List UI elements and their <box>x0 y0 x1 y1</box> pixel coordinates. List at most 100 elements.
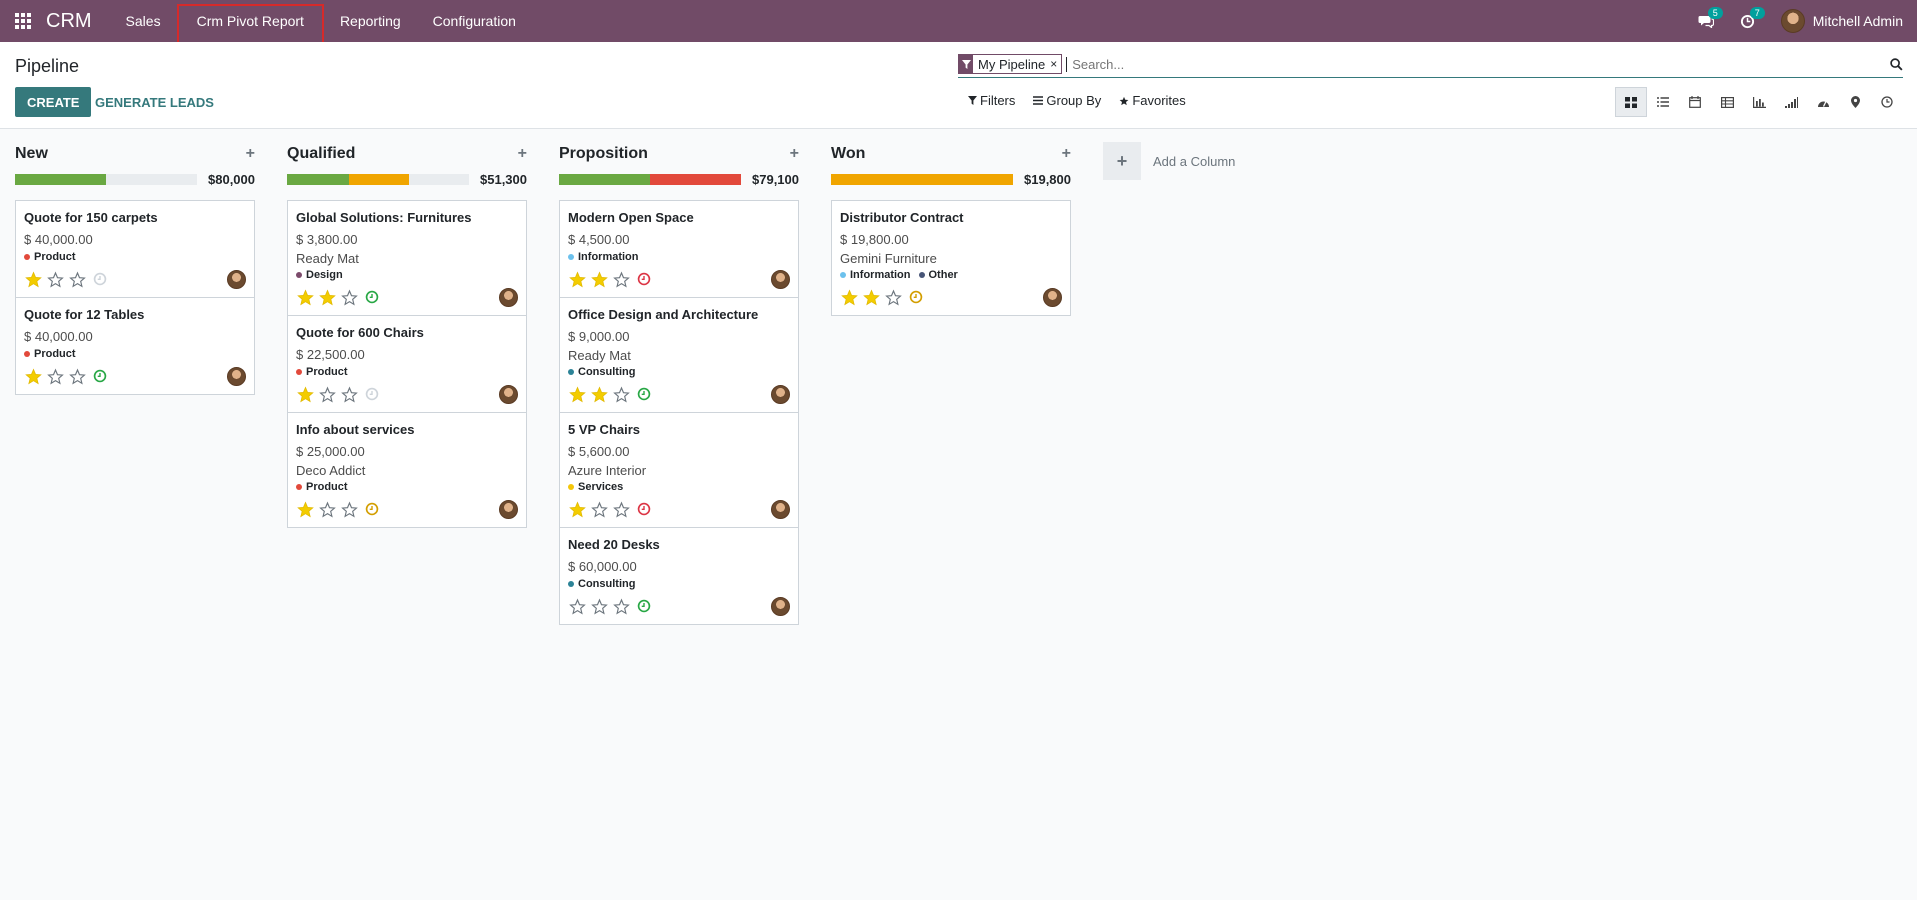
priority-star-icon[interactable] <box>568 270 587 289</box>
kanban-card[interactable]: Modern Open Space $ 4,500.00 Information <box>560 201 798 298</box>
priority-star-icon[interactable] <box>590 500 609 519</box>
add-column-plus-icon[interactable]: + <box>1103 142 1141 180</box>
column-title[interactable]: Won <box>831 145 866 162</box>
activity-clock-icon[interactable] <box>364 502 379 517</box>
priority-star-icon[interactable] <box>46 270 65 289</box>
favorites-button[interactable]: Favorites <box>1119 93 1186 108</box>
search-input[interactable] <box>1066 56 1883 72</box>
kanban-card[interactable]: Need 20 Desks $ 60,000.00 Consulting <box>560 528 798 624</box>
priority-star-icon[interactable] <box>862 288 881 307</box>
menu-configuration[interactable]: Configuration <box>432 13 516 29</box>
priority-star-icon[interactable] <box>590 385 609 404</box>
salesperson-avatar[interactable] <box>227 366 246 386</box>
menu-reporting[interactable]: Reporting <box>339 13 401 29</box>
column-title[interactable]: New <box>15 145 48 162</box>
priority-star-icon[interactable] <box>340 500 359 519</box>
salesperson-avatar[interactable] <box>771 596 790 616</box>
priority-star-icon[interactable] <box>318 500 337 519</box>
salesperson-avatar[interactable] <box>771 499 790 519</box>
priority-star-icon[interactable] <box>612 385 631 404</box>
priority-star-icon[interactable] <box>568 597 587 616</box>
column-title[interactable]: Proposition <box>559 145 648 162</box>
priority-star-icon[interactable] <box>24 367 43 386</box>
priority-star-icon[interactable] <box>590 270 609 289</box>
progress-segment[interactable] <box>831 173 1013 185</box>
priority-star-icon[interactable] <box>46 367 65 386</box>
calendar-view-button[interactable] <box>1679 87 1711 117</box>
menu-sales[interactable]: Sales <box>125 13 161 29</box>
kanban-card[interactable]: Quote for 12 Tables $ 40,000.00 Product <box>16 298 254 394</box>
activities-icon[interactable]: 7 <box>1727 0 1769 42</box>
priority-star-icon[interactable] <box>568 500 587 519</box>
quick-create-plus-icon[interactable]: + <box>245 145 255 162</box>
cohort-view-button[interactable] <box>1775 87 1807 117</box>
group-by-button[interactable]: Group By <box>1033 93 1101 108</box>
user-menu[interactable]: Mitchell Admin <box>1780 9 1903 33</box>
salesperson-avatar[interactable] <box>1043 287 1062 307</box>
priority-star-icon[interactable] <box>24 270 43 289</box>
priority-star-icon[interactable] <box>884 288 903 307</box>
kanban-card[interactable]: Quote for 150 carpets $ 40,000.00 Product <box>16 201 254 298</box>
kanban-card[interactable]: Office Design and Architecture $ 9,000.00… <box>560 298 798 413</box>
activity-clock-icon[interactable] <box>636 502 651 517</box>
menu-crm-pivot-report[interactable]: Crm Pivot Report <box>176 4 324 53</box>
priority-star-icon[interactable] <box>612 270 631 289</box>
activity-clock-icon[interactable] <box>636 272 651 287</box>
progress-segment[interactable] <box>650 173 741 185</box>
quick-create-plus-icon[interactable]: + <box>517 145 527 162</box>
progress-segment[interactable] <box>559 173 650 185</box>
activity-clock-icon[interactable] <box>92 272 107 287</box>
kanban-card[interactable]: Distributor Contract $ 19,800.00 Gemini Fu… <box>832 201 1070 315</box>
priority-star-icon[interactable] <box>318 385 337 404</box>
salesperson-avatar[interactable] <box>499 499 518 519</box>
kanban-card[interactable]: Global Solutions: Furnitures $ 3,800.00 Re… <box>288 201 526 316</box>
kanban-card[interactable]: Info about services $ 25,000.00 Deco Addic… <box>288 413 526 527</box>
salesperson-avatar[interactable] <box>227 269 246 289</box>
quick-create-plus-icon[interactable]: + <box>1061 145 1071 162</box>
column-title[interactable]: Qualified <box>287 145 356 162</box>
kanban-card[interactable]: 5 VP Chairs $ 5,600.00 Azure Interior Servi… <box>560 413 798 528</box>
salesperson-avatar[interactable] <box>499 287 518 307</box>
priority-star-icon[interactable] <box>568 385 587 404</box>
priority-star-icon[interactable] <box>590 597 609 616</box>
generate-leads-button[interactable]: GENERATE LEADS <box>95 94 214 110</box>
pivot-view-button[interactable] <box>1711 87 1743 117</box>
priority-star-icon[interactable] <box>340 288 359 307</box>
activity-clock-icon[interactable] <box>908 290 923 305</box>
kanban-card[interactable]: Quote for 600 Chairs $ 22,500.00 Product <box>288 316 526 413</box>
filters-button[interactable]: Filters <box>968 93 1015 108</box>
map-view-button[interactable] <box>1839 87 1871 117</box>
priority-star-icon[interactable] <box>612 500 631 519</box>
quick-create-plus-icon[interactable]: + <box>789 145 799 162</box>
activity-clock-icon[interactable] <box>364 387 379 402</box>
priority-star-icon[interactable] <box>68 367 87 386</box>
activity-clock-icon[interactable] <box>636 387 651 402</box>
dashboard-view-button[interactable] <box>1807 87 1839 117</box>
salesperson-avatar[interactable] <box>499 384 518 404</box>
progress-segment[interactable] <box>348 173 409 185</box>
priority-star-icon[interactable] <box>612 597 631 616</box>
facet-remove-icon[interactable]: × <box>1050 57 1058 71</box>
app-menu-icon[interactable] <box>0 0 46 42</box>
salesperson-avatar[interactable] <box>771 384 790 404</box>
priority-star-icon[interactable] <box>296 288 315 307</box>
graph-view-button[interactable] <box>1743 87 1775 117</box>
app-brand[interactable]: CRM <box>46 9 92 32</box>
kanban-view-button[interactable] <box>1615 87 1647 117</box>
priority-star-icon[interactable] <box>296 500 315 519</box>
priority-star-icon[interactable] <box>68 270 87 289</box>
priority-star-icon[interactable] <box>318 288 337 307</box>
messages-icon[interactable]: 5 <box>1685 0 1727 42</box>
activity-clock-icon[interactable] <box>364 290 379 305</box>
list-view-button[interactable] <box>1647 87 1679 117</box>
add-column[interactable]: + Add a Column <box>1103 142 1235 180</box>
activity-view-button[interactable] <box>1871 87 1903 117</box>
search-icon[interactable] <box>1883 57 1903 71</box>
activity-clock-icon[interactable] <box>92 369 107 384</box>
progress-segment[interactable] <box>15 173 106 185</box>
progress-segment[interactable] <box>287 173 349 185</box>
salesperson-avatar[interactable] <box>771 269 790 289</box>
priority-star-icon[interactable] <box>840 288 859 307</box>
create-button[interactable]: CREATE <box>15 87 92 117</box>
priority-star-icon[interactable] <box>296 385 315 404</box>
